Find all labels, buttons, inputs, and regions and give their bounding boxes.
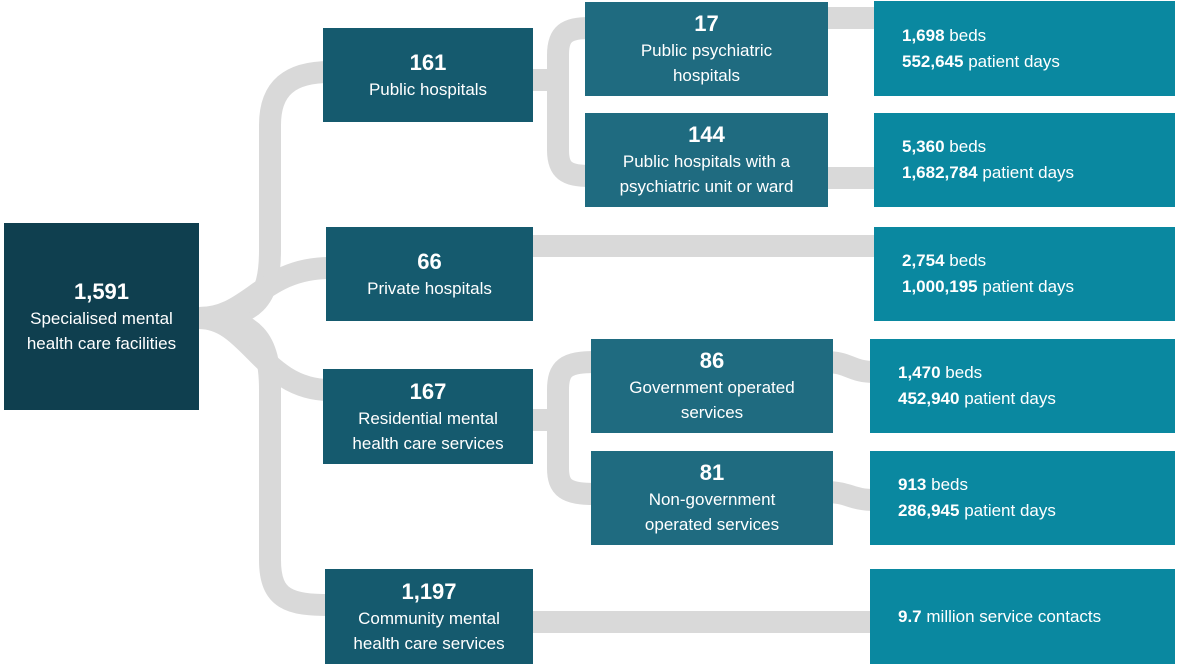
detail-unit: beds bbox=[949, 25, 987, 45]
detail-unit: million service contacts bbox=[926, 606, 1102, 626]
node-box: 167 Residential mental health care service… bbox=[323, 369, 533, 464]
detail-figure: 286,945 bbox=[898, 501, 960, 520]
detail-box: 1,470 beds 452,940 patient days bbox=[870, 339, 1175, 433]
detail-line: 9.7 million service contacts bbox=[898, 604, 1101, 630]
detail-line: 1,470 beds bbox=[898, 360, 982, 386]
node-label: Non-government bbox=[648, 490, 776, 509]
detail-unit: beds bbox=[949, 137, 987, 156]
node-box: 81 Non-government operated services bbox=[591, 451, 833, 545]
node-count: 144 bbox=[688, 122, 725, 147]
node-count: 1,591 bbox=[73, 278, 130, 304]
detail-line: 1,000,195 patient days bbox=[902, 274, 1074, 300]
detail-line: 1,698 beds bbox=[902, 23, 986, 49]
detail-box: 2,754 beds 1,000,195 patient days bbox=[874, 227, 1175, 321]
detail-figure: 552,645 bbox=[902, 51, 964, 71]
detail-line: 452,940 patient days bbox=[898, 386, 1056, 412]
detail-figure: 913 bbox=[898, 475, 927, 494]
detail-unit: patient days bbox=[982, 277, 1075, 296]
detail-figure: 2,754 bbox=[902, 251, 945, 270]
connector bbox=[198, 307, 331, 616]
node-count: 17 bbox=[694, 11, 719, 36]
node-label: Public psychiatric bbox=[640, 41, 773, 60]
detail-box: 913 beds 286,945 patient days bbox=[870, 451, 1175, 545]
detail-line: 913 beds bbox=[898, 472, 968, 498]
node-label: Private hospitals bbox=[367, 278, 492, 298]
node-label: health care services bbox=[353, 633, 505, 653]
detail-line: 552,645 patient days bbox=[902, 49, 1060, 75]
node-box: 144 Public hospitals with a psychiatric un… bbox=[585, 113, 828, 207]
detail-unit: patient days bbox=[964, 501, 1056, 520]
node-label: Specialised mental bbox=[30, 308, 173, 328]
detail-unit: patient days bbox=[964, 389, 1056, 408]
node-box: 17 Public psychiatric hospitals bbox=[585, 2, 828, 96]
node-label: health care services bbox=[352, 433, 504, 453]
node-box: 66 Private hospitals bbox=[326, 227, 533, 321]
detail-unit: patient days bbox=[968, 51, 1060, 71]
node-label: hospitals bbox=[672, 66, 741, 85]
node-label: Community mental bbox=[358, 608, 500, 628]
connector bbox=[547, 351, 596, 505]
node-box: 86 Government operated services bbox=[591, 339, 833, 433]
detail-figure: 1,698 bbox=[902, 25, 945, 45]
node-label: Public hospitals bbox=[368, 79, 488, 99]
detail-unit: beds bbox=[945, 363, 983, 382]
node-count: 66 bbox=[417, 248, 442, 274]
detail-line: 286,945 patient days bbox=[898, 498, 1056, 524]
node-label: Residential mental bbox=[358, 408, 498, 428]
detail-unit: patient days bbox=[982, 163, 1075, 182]
detail-figure: 452,940 bbox=[898, 389, 960, 408]
detail-figure: 9.7 bbox=[898, 606, 922, 626]
detail-line: 5,360 beds bbox=[902, 134, 986, 160]
detail-unit: beds bbox=[931, 475, 968, 494]
node-box: 1,591 Specialised mental health care facil… bbox=[4, 223, 199, 410]
detail-figure: 1,682,784 bbox=[902, 163, 978, 182]
detail-figure: 1,000,195 bbox=[902, 277, 978, 296]
detail-line: 1,682,784 patient days bbox=[902, 160, 1074, 186]
node-label: Public hospitals with a bbox=[622, 152, 791, 171]
detail-box: 9.7 million service contacts bbox=[870, 569, 1175, 664]
node-label: health care facilities bbox=[26, 333, 177, 353]
node-count: 81 bbox=[699, 460, 725, 485]
connector bbox=[547, 17, 591, 187]
detail-box: 1,698 beds 552,645 patient days bbox=[874, 1, 1175, 96]
node-count: 167 bbox=[409, 378, 447, 404]
detail-figure: 5,360 bbox=[902, 137, 945, 156]
detail-unit: beds bbox=[949, 251, 987, 270]
node-count: 1,197 bbox=[401, 578, 457, 604]
node-label: operated services bbox=[644, 515, 780, 534]
detail-line: 2,754 beds bbox=[902, 248, 986, 274]
node-label: psychiatric unit or ward bbox=[619, 177, 794, 196]
detail-figure: 1,470 bbox=[898, 363, 941, 382]
node-box: 1,197 Community mental health care service… bbox=[325, 569, 533, 664]
detail-box: 5,360 beds 1,682,784 patient days bbox=[874, 113, 1175, 207]
node-box: 161 Public hospitals bbox=[323, 28, 533, 122]
node-count: 86 bbox=[699, 348, 725, 373]
node-label: services bbox=[680, 403, 744, 422]
node-label: Government operated bbox=[629, 378, 795, 397]
node-count: 161 bbox=[409, 49, 447, 75]
